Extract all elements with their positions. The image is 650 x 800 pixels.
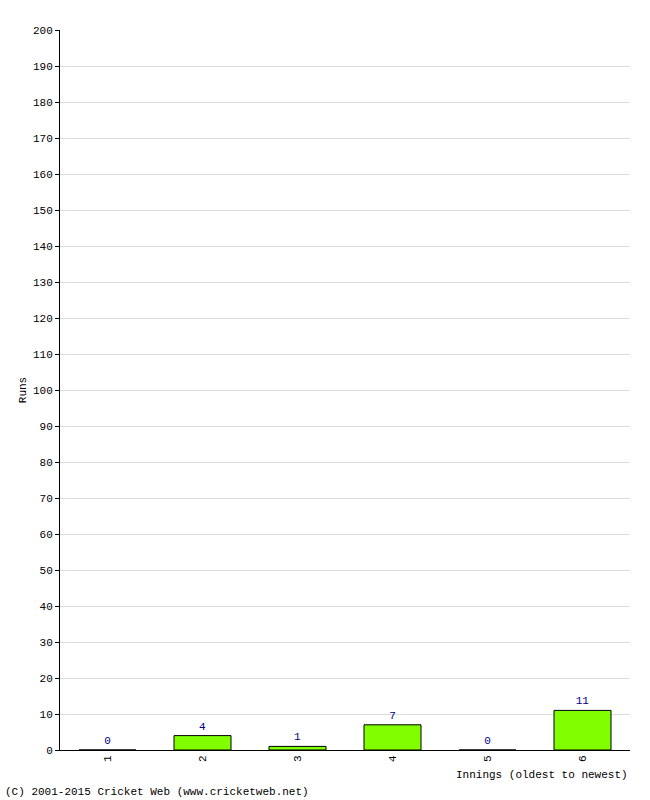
svg-text:0: 0 bbox=[104, 735, 111, 747]
svg-text:Innings (oldest to newest): Innings (oldest to newest) bbox=[456, 769, 628, 781]
svg-text:130: 130 bbox=[33, 277, 53, 289]
svg-text:80: 80 bbox=[40, 457, 53, 469]
svg-text:90: 90 bbox=[40, 421, 53, 433]
svg-text:70: 70 bbox=[40, 493, 53, 505]
svg-text:6: 6 bbox=[577, 755, 589, 762]
svg-text:120: 120 bbox=[33, 313, 53, 325]
svg-text:30: 30 bbox=[40, 637, 53, 649]
svg-text:200: 200 bbox=[33, 25, 53, 37]
svg-text:1: 1 bbox=[102, 755, 114, 762]
svg-text:2: 2 bbox=[197, 755, 209, 762]
svg-text:Runs: Runs bbox=[17, 377, 29, 403]
svg-text:60: 60 bbox=[40, 529, 53, 541]
svg-text:170: 170 bbox=[33, 133, 53, 145]
svg-text:(C) 2001-2015 Cricket Web (www: (C) 2001-2015 Cricket Web (www.cricketwe… bbox=[5, 786, 309, 798]
svg-text:10: 10 bbox=[40, 709, 53, 721]
svg-text:20: 20 bbox=[40, 673, 53, 685]
svg-text:11: 11 bbox=[576, 695, 590, 707]
svg-text:140: 140 bbox=[33, 241, 53, 253]
svg-text:110: 110 bbox=[33, 349, 53, 361]
svg-text:4: 4 bbox=[387, 755, 399, 762]
svg-text:160: 160 bbox=[33, 169, 53, 181]
svg-text:150: 150 bbox=[33, 205, 53, 217]
svg-text:1: 1 bbox=[294, 731, 301, 743]
svg-text:190: 190 bbox=[33, 61, 53, 73]
svg-text:40: 40 bbox=[40, 601, 53, 613]
svg-text:50: 50 bbox=[40, 565, 53, 577]
svg-text:7: 7 bbox=[389, 710, 396, 722]
svg-text:0: 0 bbox=[46, 745, 53, 757]
svg-text:180: 180 bbox=[33, 97, 53, 109]
svg-text:3: 3 bbox=[292, 755, 304, 762]
svg-text:100: 100 bbox=[33, 385, 53, 397]
svg-text:4: 4 bbox=[199, 721, 206, 733]
svg-text:0: 0 bbox=[484, 735, 491, 747]
svg-text:5: 5 bbox=[482, 755, 494, 762]
